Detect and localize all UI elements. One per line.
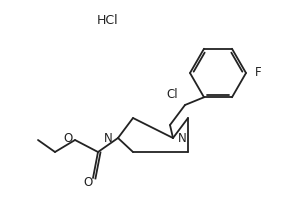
Text: O: O <box>84 176 93 190</box>
Text: Cl: Cl <box>166 88 178 102</box>
Text: N: N <box>178 131 187 144</box>
Text: N: N <box>104 131 113 144</box>
Text: O: O <box>63 131 73 144</box>
Text: F: F <box>255 66 262 79</box>
Text: HCl: HCl <box>97 14 119 27</box>
